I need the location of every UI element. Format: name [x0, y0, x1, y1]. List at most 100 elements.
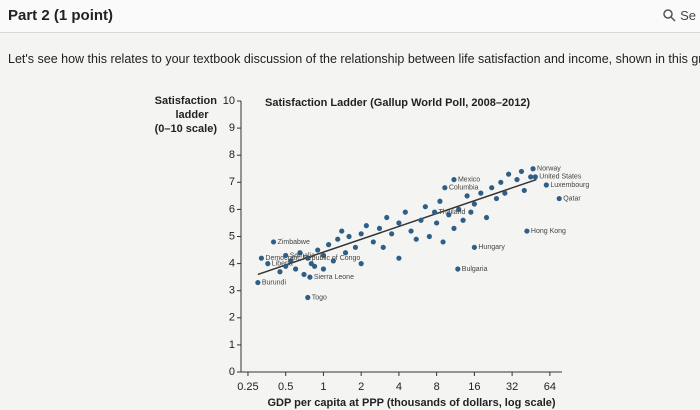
data-point	[460, 217, 466, 223]
data-point	[315, 247, 321, 253]
data-point	[514, 176, 520, 183]
y-axis-label: (0–10 scale)	[155, 123, 218, 135]
data-point	[518, 168, 525, 175]
data-point	[528, 174, 534, 180]
annotated-point	[471, 244, 477, 250]
data-point	[464, 193, 470, 199]
point-label: Luxembourg	[550, 182, 589, 189]
annotated-point	[524, 228, 530, 234]
annotated-point	[431, 209, 438, 215]
data-point	[288, 258, 294, 264]
y-tick-label: 5	[229, 230, 235, 242]
data-point	[521, 187, 527, 194]
x-tick-label: 4	[396, 381, 402, 393]
data-point	[297, 250, 303, 256]
point-label: Norway	[537, 166, 561, 173]
data-point	[363, 223, 369, 229]
annotated-point	[265, 261, 271, 267]
data-point	[478, 190, 484, 196]
x-tick-label: 0.25	[237, 381, 258, 393]
y-tick-label: 9	[229, 122, 235, 134]
data-point	[483, 214, 490, 221]
point-label: Zimbabwe	[278, 239, 310, 246]
annotated-point	[255, 279, 261, 286]
point-label: Somalia	[290, 252, 315, 259]
data-point	[506, 171, 512, 177]
point-label: Bulgaria	[462, 266, 488, 273]
data-point	[408, 228, 414, 234]
data-point	[384, 214, 390, 221]
trend-line	[257, 178, 537, 276]
data-point	[502, 190, 508, 196]
point-label: United States	[539, 174, 582, 181]
data-point	[396, 255, 402, 261]
data-point	[320, 266, 327, 272]
annotated-point	[455, 266, 461, 272]
data-point	[413, 236, 419, 242]
annotated-point	[283, 252, 289, 259]
x-tick-label: 64	[544, 381, 556, 393]
point-label: Columbia	[449, 185, 479, 192]
data-point	[402, 209, 408, 215]
data-point	[437, 198, 443, 204]
data-point	[468, 209, 474, 215]
data-point	[493, 195, 500, 202]
point-label: Liberia	[272, 260, 293, 267]
annotated-point	[530, 166, 536, 172]
annotated-point	[305, 294, 311, 301]
annotated-point	[270, 239, 277, 245]
data-point	[320, 252, 327, 259]
data-point	[498, 179, 504, 185]
data-point	[330, 258, 336, 264]
y-tick-label: 8	[229, 149, 235, 161]
y-tick-label: 10	[223, 95, 235, 107]
data-point	[434, 220, 440, 226]
point-label: Togo	[312, 294, 327, 301]
point-label: Hungary	[478, 244, 505, 251]
data-point	[326, 242, 332, 248]
data-point	[335, 236, 341, 242]
y-tick-label: 1	[229, 339, 235, 351]
y-tick-label: 6	[229, 203, 235, 215]
annotated-point	[532, 174, 538, 180]
y-axis-label: ladder	[175, 109, 209, 121]
annotated-point	[451, 176, 457, 183]
data-point	[311, 263, 318, 269]
x-tick-label: 2	[358, 381, 364, 393]
data-point	[346, 233, 352, 240]
search[interactable]: Se	[662, 8, 696, 23]
y-tick-label: 0	[229, 366, 235, 378]
header: Part 2 (1 point) Se	[0, 0, 700, 33]
annotated-point	[556, 195, 562, 202]
search-label: Se	[680, 8, 696, 23]
data-point	[342, 250, 349, 256]
data-point	[370, 239, 376, 245]
part-title: Part 2 (1 point)	[8, 7, 113, 24]
annotated-point	[258, 255, 264, 261]
data-point	[396, 220, 402, 226]
y-tick-label: 7	[229, 176, 235, 188]
point-label: Hong Kong	[531, 228, 566, 235]
data-point	[426, 233, 432, 240]
data-point	[358, 261, 364, 267]
search-icon	[663, 9, 676, 22]
x-tick-label: 32	[506, 381, 518, 393]
data-point	[305, 255, 311, 261]
part: Part 2	[8, 7, 50, 24]
point-label: Thailand	[439, 209, 466, 216]
point-label: Qatar	[563, 195, 581, 202]
instruction: Let's see how this relates to your textb…	[8, 52, 700, 66]
y-axis-label: Satisfaction	[155, 95, 218, 107]
point-label: Burundi	[262, 279, 287, 286]
y-tick-label: 4	[229, 258, 235, 270]
annotated-point	[442, 185, 448, 191]
data-point	[358, 231, 364, 237]
x-axis-label: GDP per capita at PPP (thousands of doll…	[267, 397, 555, 409]
data-point	[418, 217, 424, 223]
data-point	[293, 266, 299, 272]
x-tick-label: 16	[468, 381, 480, 393]
data-point	[471, 201, 477, 207]
annotated-point	[307, 274, 313, 280]
